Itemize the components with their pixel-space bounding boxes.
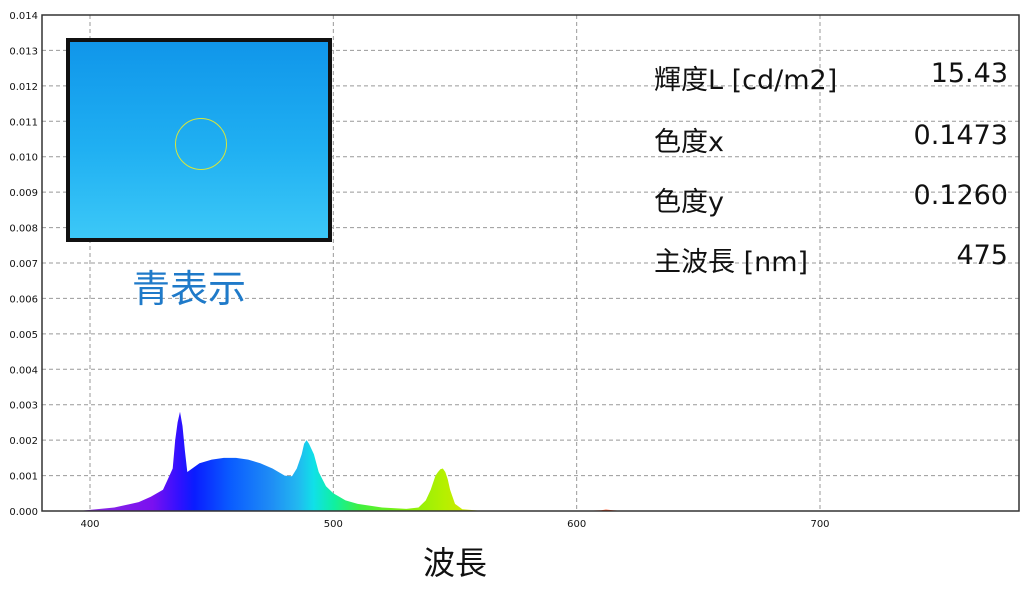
spectrum-area-layer [77, 411, 626, 511]
y-tick-label: 0.009 [9, 188, 38, 199]
x-tick-label: 400 [80, 519, 99, 530]
y-tick-label: 0.011 [9, 117, 38, 128]
spectrum-area [77, 411, 626, 511]
measurement-spot-circle [175, 118, 227, 170]
blue-screen-image [70, 42, 328, 238]
y-tick-label: 0.014 [9, 11, 38, 22]
y-tick-labels: 0.000 0.001 0.002 0.003 0.004 0.005 0.006 0.007… [9, 11, 38, 518]
plot-frame [41, 14, 1020, 512]
x-tick-label: 500 [324, 519, 343, 530]
y-tick-label: 0.013 [9, 46, 38, 57]
x-tick-label: 600 [567, 519, 586, 530]
measurement-label-dominant-wavelength: 主波長 [nm] [654, 247, 809, 278]
display-photo [66, 38, 332, 242]
measurement-label-luminance: 輝度L [cd/m2] [654, 65, 838, 96]
measurement-value-luminance: 15.43 [930, 58, 1008, 89]
x-axis-label: 波長 [422, 544, 487, 582]
measurement-label-chromaticity-y: 色度y [654, 187, 724, 218]
measurement-label-chromaticity-x: 色度x [654, 127, 724, 158]
display-caption: 青表示 [132, 267, 247, 311]
x-tick-label: 700 [810, 519, 829, 530]
y-tick-label: 0.010 [9, 153, 38, 164]
y-tick-label: 0.007 [9, 259, 38, 270]
y-tick-label: 0.003 [9, 401, 38, 412]
y-tick-label: 0.012 [9, 82, 38, 93]
measurement-value-chromaticity-x: 0.1473 [913, 120, 1008, 151]
y-tick-label: 0.006 [9, 294, 38, 305]
y-tick-label: 0.008 [9, 224, 38, 235]
measurement-value-dominant-wavelength: 475 [956, 240, 1008, 271]
x-tick-labels: 400 500 600 700 [80, 519, 829, 530]
y-tick-label: 0.004 [9, 365, 38, 376]
y-tick-label: 0.000 [9, 507, 38, 518]
y-tick-label: 0.005 [9, 330, 38, 341]
y-tick-label: 0.002 [9, 436, 38, 447]
measurement-value-chromaticity-y: 0.1260 [913, 180, 1008, 211]
y-tick-label: 0.001 [9, 472, 38, 483]
